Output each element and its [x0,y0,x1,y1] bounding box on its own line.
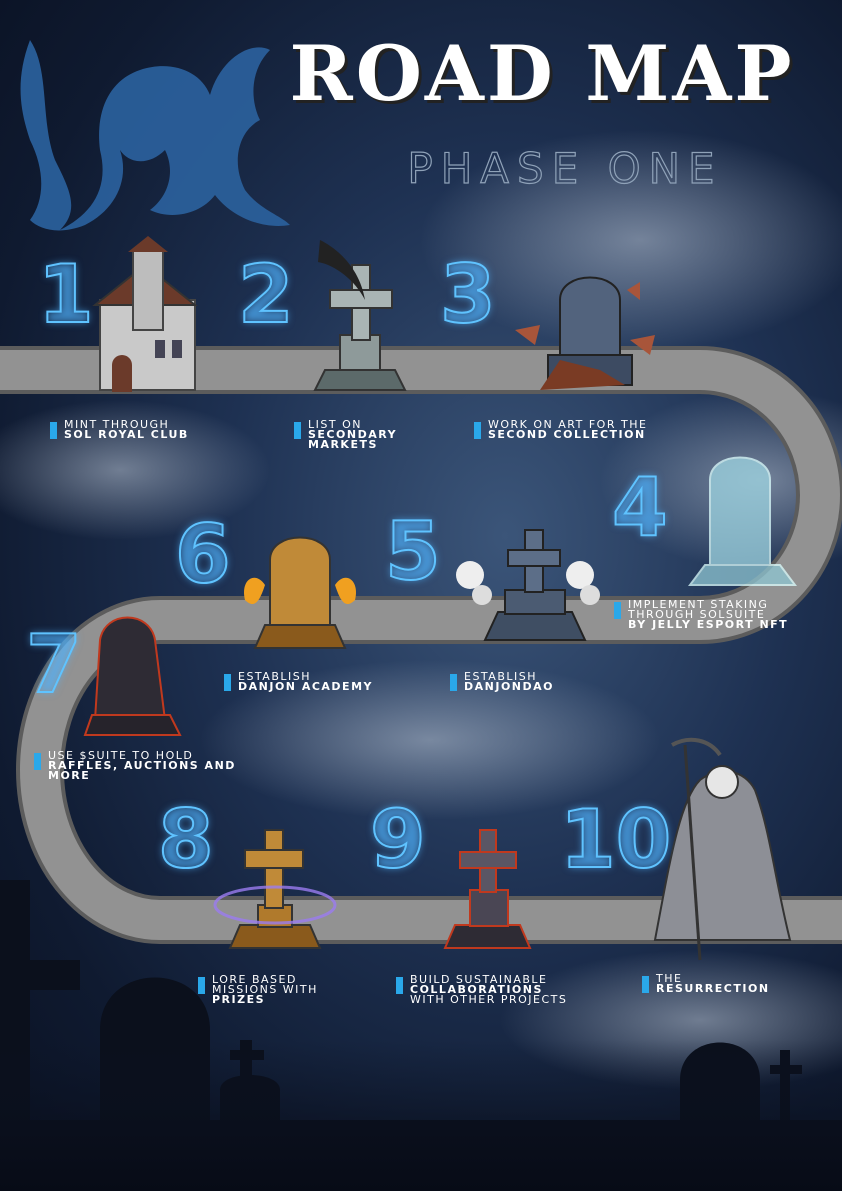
step-number-8: 8 [157,793,215,886]
rip-tombstone-icon [515,276,655,390]
step-label-10: THE RESURRECTION [642,973,822,994]
step-label-6: ESTABLISH DANJON ACADEMY [224,671,424,692]
step-label-7: USE $SUITE TO HOLD RAFFLES, AUCTIONS AND … [34,750,259,781]
page-subtitle: PHASE ONE [407,144,723,193]
step-number-7: 7 [25,618,83,711]
step-number-9: 9 [369,793,427,886]
fire-tombstone-icon [244,536,356,649]
step-label-4: IMPLEMENT STAKING THROUGH SOLSUITE BY JEL… [614,599,836,630]
step-label-9: BUILD SUSTAINABLE COLLABORATIONS WITH OTHE… [396,974,611,1005]
step-number-3: 3 [439,248,497,341]
step-number-4: 4 [611,461,669,554]
accent-bar [198,977,205,994]
step-number-2: 2 [237,248,295,341]
reaper-icon [653,737,792,961]
accent-bar [450,674,457,691]
accent-bar [224,674,231,691]
broken-cross-grave-icon [443,829,532,949]
step-number-1: 1 [37,248,95,341]
step-number-5: 5 [384,505,442,598]
accent-bar [34,753,41,770]
accent-bar [294,422,301,439]
accent-bar [474,422,481,439]
step-label-8: LORE BASED MISSIONS WITH PRIZES [198,974,348,1005]
gold-cross-grave-icon [213,829,337,949]
accent-bar [642,976,649,993]
page-title: ROAD MAP [289,29,795,118]
step-number-10: 10 [559,793,672,886]
step-label-1: MINT THROUGH SOL ROYAL CLUB [50,419,250,440]
ghost-tombstone-icon [688,456,797,586]
accent-bar [396,977,403,994]
lava-stone-icon [83,616,182,736]
cross-grave-icon [313,240,407,391]
dragon-logo [20,40,290,231]
chapel-icon [92,236,198,392]
smoke-cross-grave-icon [456,529,600,641]
step-label-3: WORK ON ART FOR THE SECOND COLLECTION [474,419,724,440]
clouds [0,130,842,1090]
accent-bar [614,602,621,619]
step-label-2: LIST ON SECONDARY MARKETS [294,419,434,450]
accent-bar [50,422,57,439]
step-label-5: ESTABLISH DANJONDAO [450,671,590,692]
step-number-6: 6 [174,508,232,601]
